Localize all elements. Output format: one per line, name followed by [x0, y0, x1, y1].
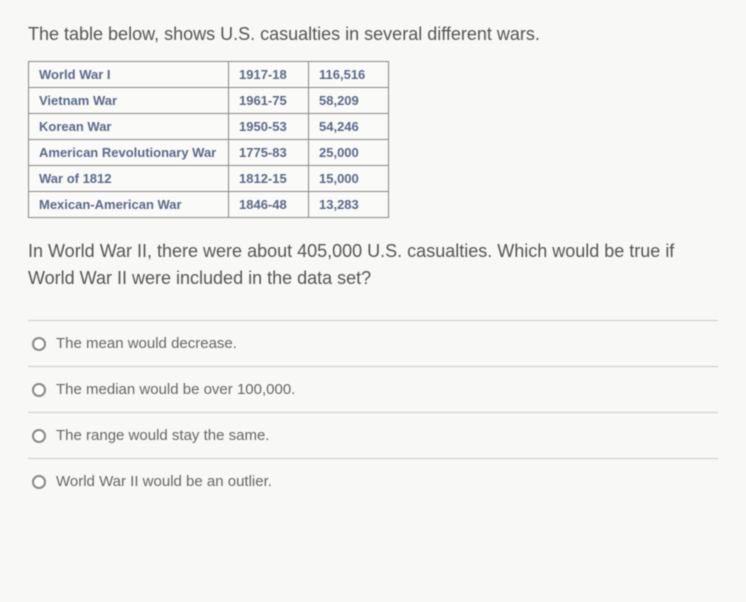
table-row: Korean War 1950-53 54,246	[29, 114, 389, 140]
table-row: American Revolutionary War 1775-83 25,00…	[29, 140, 389, 166]
option-c[interactable]: The range would stay the same.	[28, 412, 718, 458]
casualties-table: World War I 1917-18 116,516 Vietnam War …	[28, 61, 389, 218]
table-row: War of 1812 1812-15 15,000	[29, 166, 389, 192]
casualties-cell: 25,000	[309, 140, 389, 166]
casualties-cell: 58,209	[309, 88, 389, 114]
years-cell: 1961-75	[229, 88, 309, 114]
question-text: In World War II, there were about 405,00…	[28, 238, 718, 292]
years-cell: 1812-15	[229, 166, 309, 192]
option-label: The range would stay the same.	[56, 427, 269, 444]
casualties-cell: 116,516	[309, 62, 389, 88]
years-cell: 1917-18	[229, 62, 309, 88]
years-cell: 1775-83	[229, 140, 309, 166]
years-cell: 1846-48	[229, 192, 309, 218]
casualties-cell: 15,000	[309, 166, 389, 192]
war-cell: Korean War	[29, 114, 229, 140]
table-row: Mexican-American War 1846-48 13,283	[29, 192, 389, 218]
radio-icon	[32, 337, 46, 351]
war-cell: Mexican-American War	[29, 192, 229, 218]
radio-icon	[32, 383, 46, 397]
option-label: The mean would decrease.	[56, 335, 237, 352]
casualties-cell: 54,246	[309, 114, 389, 140]
option-b[interactable]: The median would be over 100,000.	[28, 366, 718, 412]
war-cell: Vietnam War	[29, 88, 229, 114]
years-cell: 1950-53	[229, 114, 309, 140]
war-cell: War of 1812	[29, 166, 229, 192]
table-row: Vietnam War 1961-75 58,209	[29, 88, 389, 114]
war-cell: World War I	[29, 62, 229, 88]
radio-icon	[32, 429, 46, 443]
war-cell: American Revolutionary War	[29, 140, 229, 166]
option-d[interactable]: World War II would be an outlier.	[28, 458, 718, 504]
option-a[interactable]: The mean would decrease.	[28, 320, 718, 366]
option-label: World War II would be an outlier.	[56, 473, 272, 490]
option-label: The median would be over 100,000.	[56, 381, 295, 398]
casualties-cell: 13,283	[309, 192, 389, 218]
table-row: World War I 1917-18 116,516	[29, 62, 389, 88]
intro-text: The table below, shows U.S. casualties i…	[28, 24, 718, 45]
radio-icon	[32, 475, 46, 489]
